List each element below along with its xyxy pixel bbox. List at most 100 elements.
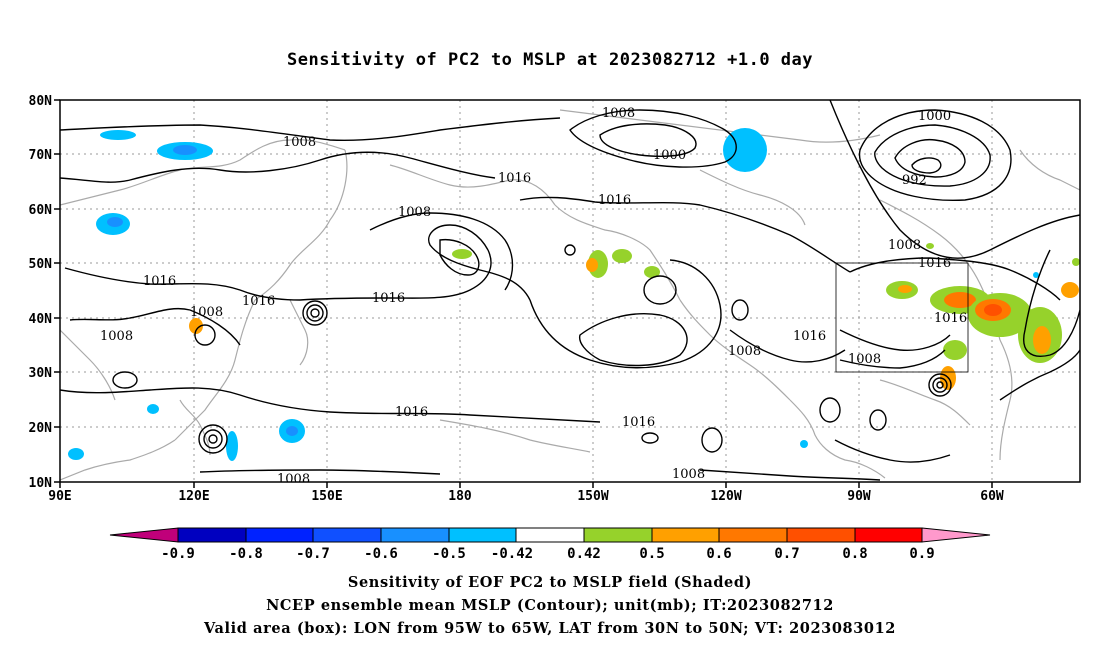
lon-label: 180 [448, 489, 472, 504]
shade-blob [226, 431, 238, 461]
shade-blob [100, 130, 136, 140]
contour-label: 1016 [143, 274, 176, 289]
contour-label: 1016 [934, 311, 967, 326]
colorbar-swatch [718, 527, 788, 543]
lon-label: 60W [980, 489, 1004, 504]
colorbar-swatch [515, 527, 585, 543]
shade-blob [1061, 282, 1079, 298]
shade-blob [107, 217, 123, 227]
lon-labels: 90E 120E 150E 180 150W 120W 90W 60W [48, 489, 1004, 504]
lon-label: 150E [311, 489, 342, 504]
colorbar-label: 0.42 [567, 546, 601, 562]
contour-label: 1008 [728, 344, 761, 359]
colorbar-swatch [177, 527, 247, 543]
colorbar-max-arrow [921, 527, 991, 543]
map-content: 1008 1008 1000 1000 992 1008 1016 1016 1… [60, 100, 1080, 487]
shade-blob [286, 426, 298, 436]
lat-label: 40N [29, 312, 53, 327]
contour-label: 1008 [283, 135, 316, 150]
shade-blob [68, 448, 84, 460]
colorbar-label: 0.8 [842, 546, 867, 562]
shade-blob [173, 145, 197, 155]
contour-label: 992 [902, 173, 927, 188]
colorbar-swatch [854, 527, 923, 543]
contour-label: 1008 [848, 352, 881, 367]
shade-blob [189, 318, 203, 334]
lon-label: 90W [847, 489, 871, 504]
contour-label: 1008 [190, 305, 223, 320]
contour-label: 1008 [888, 238, 921, 253]
shade-blob [926, 243, 934, 249]
contour-label: 1008 [672, 467, 705, 482]
lat-label: 10N [29, 476, 53, 491]
shade-blob [1033, 326, 1051, 354]
lon-label: 120W [710, 489, 741, 504]
colorbar-label: 0.7 [774, 546, 799, 562]
lon-label: 150W [577, 489, 608, 504]
colorbar-label: -0.8 [229, 546, 263, 562]
caption-shading: Sensitivity of EOF PC2 to MSLP field (Sh… [347, 574, 753, 591]
contour-label: 1016 [598, 193, 631, 208]
contour-label: 1008 [602, 106, 635, 121]
contour-label: 1016 [622, 415, 655, 430]
lat-label: 30N [29, 366, 53, 381]
colorbar-label: 0.9 [909, 546, 934, 562]
contour-labels: 1008 1008 1000 1000 992 1008 1016 1016 1… [100, 106, 967, 487]
caption-contour: NCEP ensemble mean MSLP (Contour); unit(… [266, 597, 834, 614]
shade-blob [644, 266, 660, 278]
colorbar-swatch [312, 527, 382, 543]
colorbar-swatch [448, 527, 517, 543]
colorbar-label: -0.42 [491, 546, 533, 562]
lon-label: 90E [48, 489, 71, 504]
colorbar-label: -0.5 [432, 546, 466, 562]
lat-label: 60N [29, 203, 53, 218]
colorbar-label: 0.6 [706, 546, 731, 562]
shade-blob [1033, 272, 1039, 278]
contour-label: 1016 [918, 256, 951, 271]
shade-blob [723, 128, 767, 172]
lat-label: 50N [29, 257, 53, 272]
shade-blob [943, 340, 967, 360]
shade-blob [586, 258, 598, 272]
lat-label: 20N [29, 421, 53, 436]
axis-ticks [54, 99, 993, 488]
contour-label: 1016 [242, 294, 275, 309]
contour-label: 1000 [653, 148, 686, 163]
colorbar-label: 0.5 [639, 546, 664, 562]
colorbar-swatch [651, 527, 720, 543]
shade-blob [612, 249, 632, 263]
shade-blob [898, 285, 912, 293]
shade-blob [452, 249, 472, 259]
colorbar-swatch [583, 527, 653, 543]
contour-label: 1008 [277, 472, 310, 487]
contour-label: 1016 [793, 329, 826, 344]
contour-label: 1008 [398, 205, 431, 220]
colorbar-swatch [380, 527, 450, 543]
valid-area-box [835, 262, 969, 373]
contour-label: 1016 [498, 171, 531, 186]
lon-label: 120E [178, 489, 209, 504]
contour-label: 1000 [918, 109, 951, 124]
contour-label: 1016 [395, 405, 428, 420]
caption-valid-area: Valid area (box): LON from 95W to 65W, L… [204, 620, 896, 637]
colorbar-label: -0.6 [364, 546, 398, 562]
colorbar-label: -0.7 [296, 546, 330, 562]
lat-labels: 80N 70N 60N 50N 40N 30N 20N 10N [29, 94, 53, 491]
colorbar-min-arrow [109, 527, 179, 543]
colorbar-labels: -0.9 -0.8 -0.7 -0.6 -0.5 -0.42 0.42 0.5 … [161, 546, 935, 562]
contour-label: 1016 [372, 291, 405, 306]
mslp-contours [60, 100, 1080, 481]
grid-lines [60, 100, 1080, 482]
lat-label: 70N [29, 148, 53, 163]
shade-blob [147, 404, 159, 414]
colorbar-swatch [786, 527, 856, 543]
map-title: Sensitivity of PC2 to MSLP at 2023082712… [286, 50, 813, 70]
colorbar [109, 527, 991, 543]
shade-blob [984, 304, 1002, 316]
shade-blob [1072, 258, 1080, 266]
lat-label: 80N [29, 94, 53, 109]
colorbar-swatch [245, 527, 314, 543]
map-border [59, 99, 1081, 483]
contour-label: 1008 [100, 329, 133, 344]
